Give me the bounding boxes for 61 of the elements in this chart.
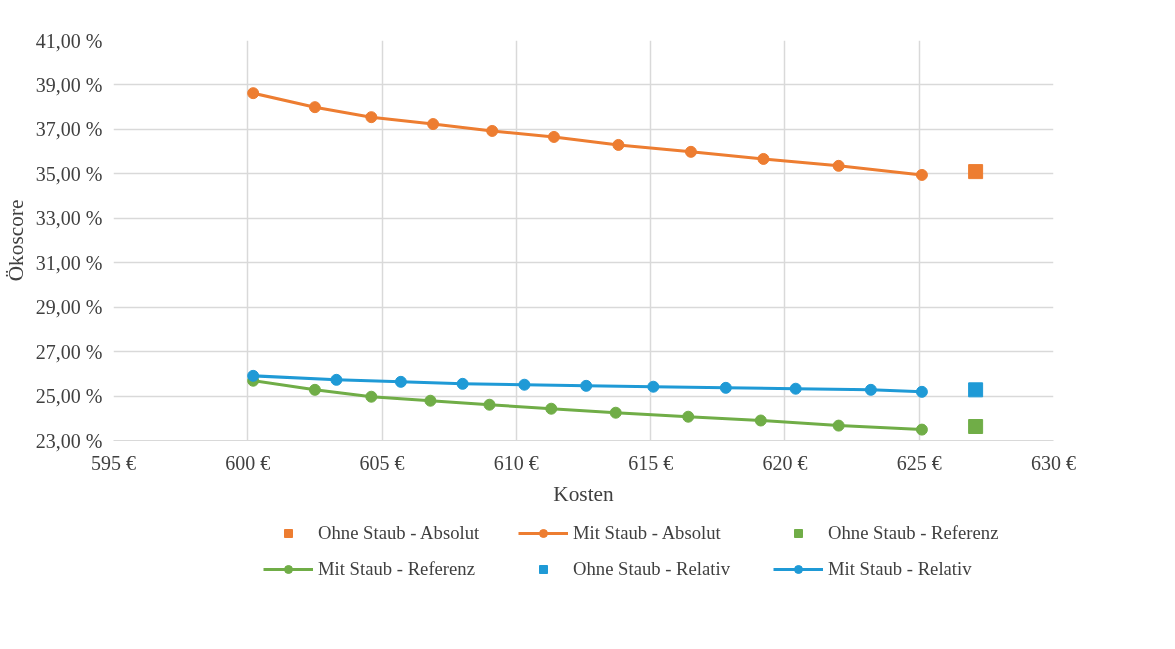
- legend-label: Mit Staub - Relativ: [828, 558, 973, 580]
- point: [330, 373, 343, 386]
- legend-label: Mit Staub - Referenz: [318, 558, 476, 580]
- y-tick-label: 37,00 %: [35, 118, 103, 141]
- x-tick-label: 620 €: [762, 451, 808, 474]
- point: [612, 138, 625, 151]
- x-tick-label: 630 €: [1031, 451, 1076, 474]
- point: [754, 414, 767, 427]
- x-tick-label: 600 €: [225, 451, 271, 474]
- point: [968, 382, 984, 398]
- point: [864, 383, 877, 396]
- point: [483, 398, 496, 411]
- point: [789, 382, 802, 395]
- point: [682, 410, 695, 423]
- point: [247, 87, 260, 100]
- point: [486, 124, 499, 137]
- y-axis-title: Ökoscore: [3, 199, 28, 282]
- x-tick-label: 625 €: [896, 451, 942, 474]
- y-tick-label: 23,00 %: [35, 429, 103, 452]
- point: [365, 390, 378, 403]
- y-tick-label: 29,00 %: [35, 296, 103, 319]
- legend-label: Ohne Staub - Relativ: [573, 558, 731, 580]
- point: [424, 394, 437, 407]
- point: [915, 423, 928, 436]
- y-tick-label: 31,00 %: [35, 251, 103, 274]
- y-tick-label: 35,00 %: [35, 162, 103, 185]
- y-tick-label: 33,00 %: [35, 207, 103, 230]
- point: [968, 164, 984, 180]
- legend-label: Ohne Staub - Absolut: [318, 522, 481, 544]
- point: [308, 101, 321, 114]
- point: [456, 377, 469, 390]
- x-tick-label: 595 €: [91, 451, 136, 474]
- point: [308, 383, 321, 396]
- legend-label: Mit Staub - Absolut: [573, 522, 722, 544]
- point: [647, 380, 660, 393]
- point: [719, 381, 732, 394]
- x-tick-label: 605 €: [359, 451, 405, 474]
- point: [365, 111, 378, 124]
- point: [547, 130, 560, 143]
- point: [580, 379, 593, 392]
- point: [545, 402, 558, 415]
- y-tick-label: 27,00 %: [35, 340, 103, 363]
- x-tick-label: 615 €: [628, 451, 674, 474]
- point: [832, 419, 845, 432]
- y-tick-label: 41,00 %: [35, 29, 103, 52]
- point: [609, 406, 622, 419]
- point: [394, 375, 407, 388]
- point: [915, 168, 928, 181]
- x-axis-title: Kosten: [553, 481, 615, 506]
- point: [968, 419, 984, 434]
- point: [915, 385, 928, 398]
- point: [427, 118, 440, 131]
- point: [247, 369, 260, 382]
- x-tick-label: 610 €: [493, 451, 539, 474]
- y-tick-label: 25,00 %: [35, 385, 103, 408]
- point: [518, 378, 531, 391]
- point: [684, 145, 697, 158]
- y-tick-label: 39,00 %: [35, 73, 103, 96]
- point: [832, 159, 845, 172]
- point: [757, 152, 770, 165]
- legend-label: Ohne Staub - Referenz: [828, 522, 1000, 544]
